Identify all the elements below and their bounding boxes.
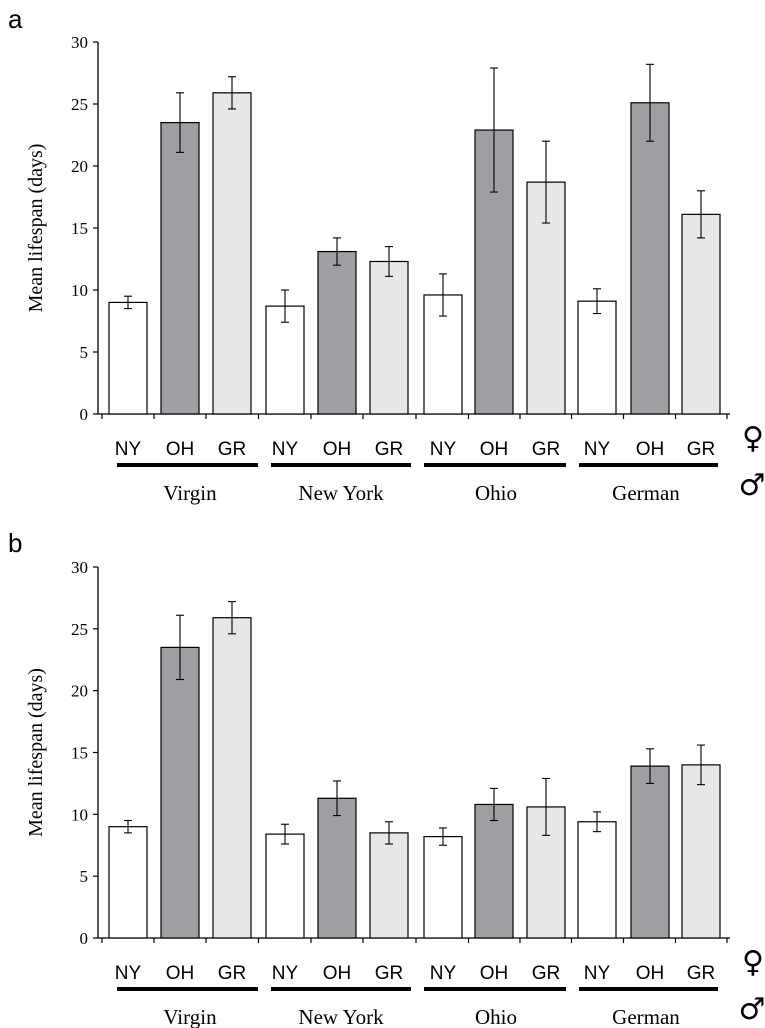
- y-tick-label: 0: [80, 405, 89, 424]
- x-category-label: OH: [636, 439, 665, 460]
- bar: [630, 102, 670, 415]
- panel-label: b: [8, 528, 22, 558]
- bar: [474, 803, 514, 939]
- y-tick-label: 25: [71, 620, 88, 639]
- group-label: Virgin: [163, 1005, 217, 1028]
- group-underline: [117, 987, 258, 991]
- x-category-label: OH: [166, 439, 195, 460]
- x-category-label: GR: [375, 439, 404, 460]
- group-label: New York: [298, 1005, 384, 1028]
- group-underline: [424, 987, 566, 991]
- bar: [108, 301, 148, 415]
- group-underline: [271, 463, 411, 467]
- x-category-label: NY: [272, 963, 299, 984]
- y-tick-label: 20: [71, 682, 88, 701]
- y-tick-label: 30: [71, 33, 88, 52]
- x-category-label: GR: [532, 439, 561, 460]
- group-underline: [424, 463, 566, 467]
- y-tick-label: 30: [71, 558, 88, 577]
- male-symbol: ♂: [739, 992, 765, 1027]
- bar: [212, 617, 252, 939]
- bar: [577, 300, 617, 415]
- x-category-label: NY: [430, 963, 457, 984]
- y-tick-label: 10: [71, 805, 88, 824]
- bar: [681, 764, 721, 939]
- panel-label: a: [8, 4, 23, 34]
- x-category-label: OH: [480, 439, 509, 460]
- x-category-label: NY: [430, 439, 457, 460]
- bar: [108, 826, 148, 939]
- x-category-label: OH: [636, 963, 665, 984]
- x-category-label: GR: [687, 963, 716, 984]
- bar: [369, 260, 409, 415]
- group-label: Virgin: [163, 481, 217, 505]
- bar: [423, 835, 463, 939]
- bar: [265, 833, 305, 939]
- bar: [577, 821, 617, 939]
- y-tick-label: 15: [71, 744, 88, 763]
- x-category-label: NY: [272, 439, 299, 460]
- y-tick-label: 5: [80, 867, 89, 886]
- x-category-label: GR: [218, 963, 247, 984]
- x-category-label: GR: [532, 963, 561, 984]
- x-category-label: GR: [375, 963, 404, 984]
- y-tick-label: 10: [71, 281, 88, 300]
- group-underline: [117, 463, 258, 467]
- x-category-label: OH: [480, 963, 509, 984]
- x-category-label: NY: [115, 439, 142, 460]
- bar: [160, 646, 200, 939]
- x-category-label: GR: [687, 439, 716, 460]
- group-underline: [271, 987, 411, 991]
- x-category-label: GR: [218, 439, 247, 460]
- bar: [681, 213, 721, 415]
- x-category-label: NY: [115, 963, 142, 984]
- group-label: German: [612, 1005, 680, 1028]
- female-symbol: ♀: [742, 945, 764, 980]
- group-label: German: [612, 481, 680, 505]
- y-tick-label: 20: [71, 157, 88, 176]
- group-label: New York: [298, 481, 384, 505]
- group-label: Ohio: [475, 1005, 517, 1028]
- group-label: Ohio: [475, 481, 517, 505]
- x-category-label: NY: [584, 439, 611, 460]
- bar: [317, 797, 357, 939]
- bar: [212, 92, 252, 415]
- bar: [369, 832, 409, 939]
- y-axis-label: Mean lifespan (days): [25, 144, 47, 313]
- y-tick-label: 25: [71, 95, 88, 114]
- y-tick-label: 0: [80, 929, 89, 948]
- female-symbol: ♀: [742, 421, 764, 456]
- male-symbol: ♂: [739, 468, 765, 503]
- y-axis-label: Mean lifespan (days): [25, 668, 47, 837]
- x-category-label: OH: [323, 439, 352, 460]
- y-tick-label: 15: [71, 219, 88, 238]
- x-category-label: OH: [323, 963, 352, 984]
- bar: [317, 250, 357, 415]
- x-category-label: OH: [166, 963, 195, 984]
- bar: [630, 765, 670, 939]
- group-underline: [579, 463, 718, 467]
- x-category-label: NY: [584, 963, 611, 984]
- group-underline: [579, 987, 718, 991]
- y-tick-label: 5: [80, 343, 89, 362]
- bar: [160, 121, 200, 415]
